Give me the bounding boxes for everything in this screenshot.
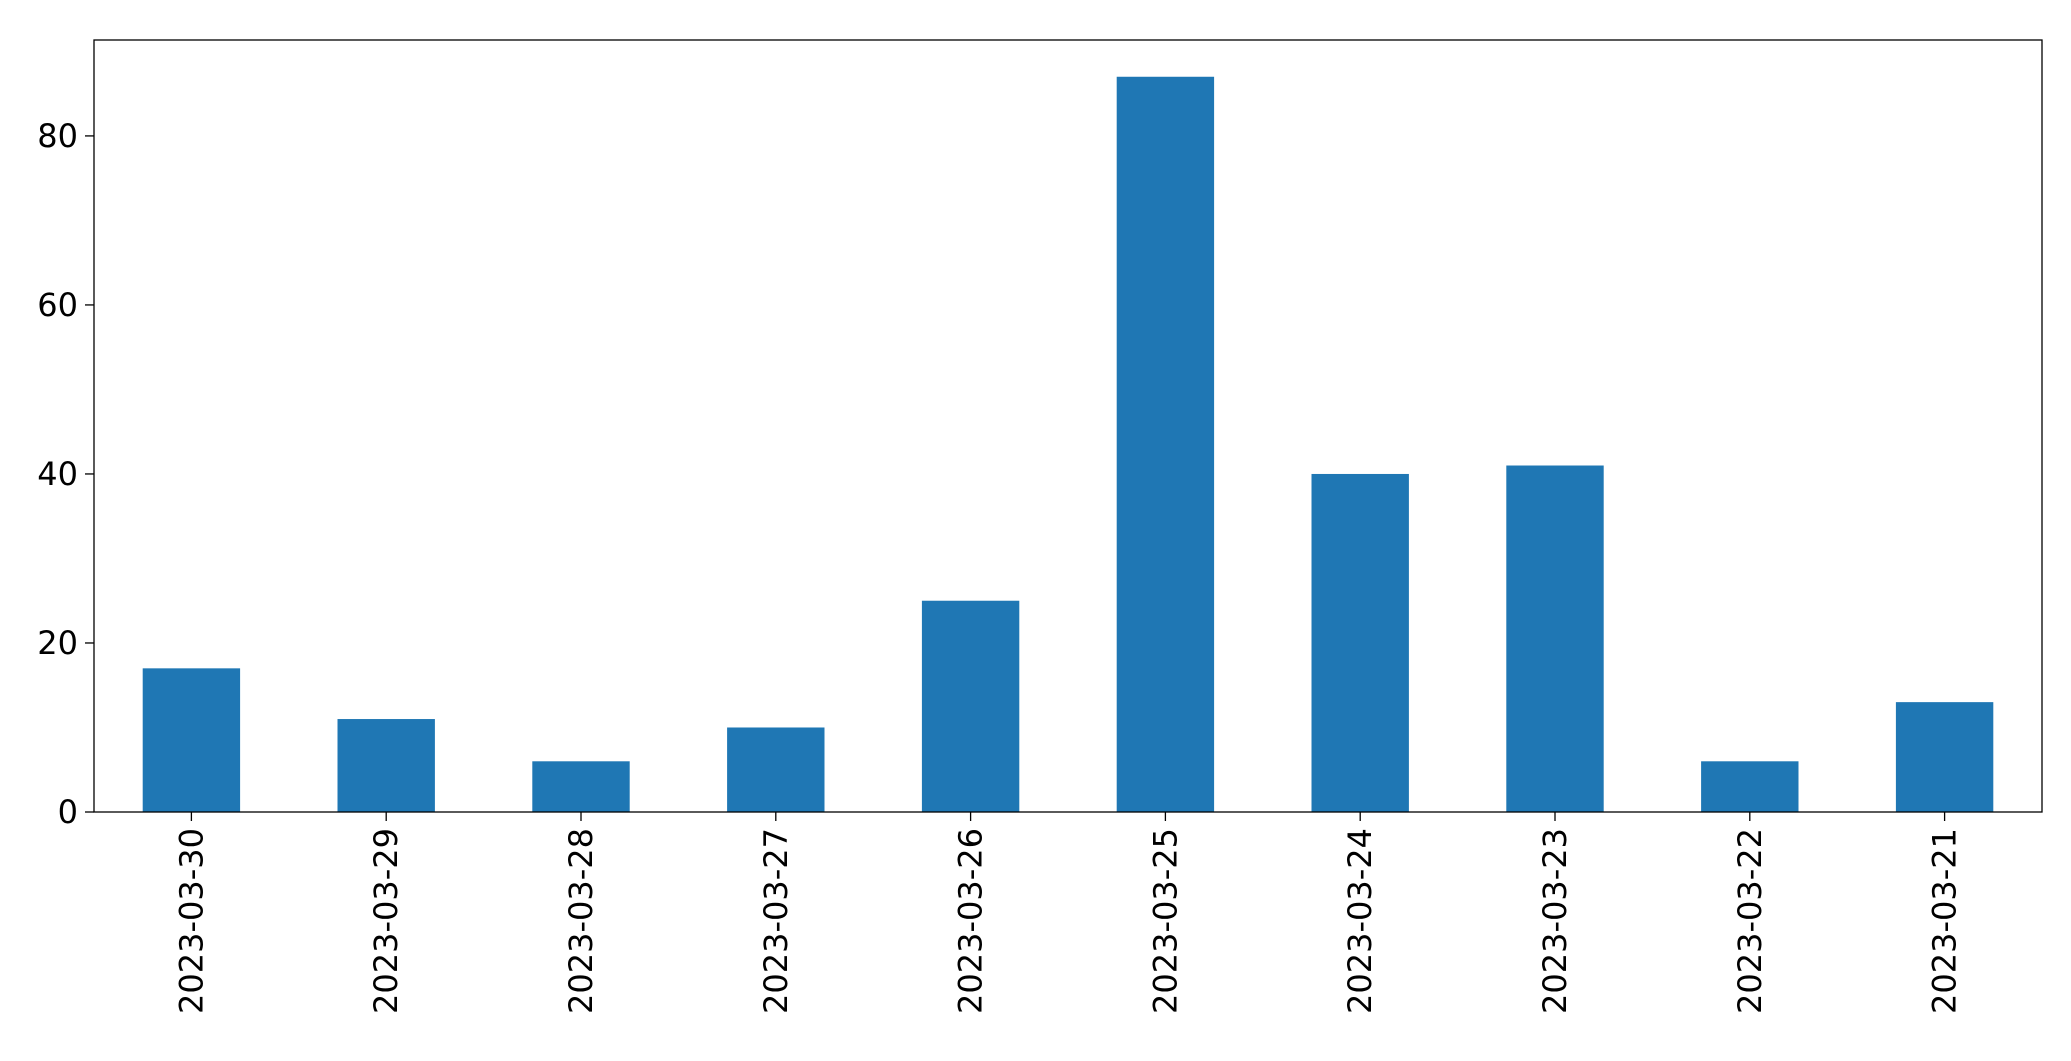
x-tick-label: 2023-03-23	[1536, 828, 1574, 1014]
bar	[532, 761, 630, 812]
y-tick-label: 80	[37, 117, 78, 155]
bar	[727, 727, 825, 812]
x-tick-label: 2023-03-30	[172, 828, 210, 1014]
bar	[1506, 465, 1604, 812]
y-tick-label: 20	[37, 624, 78, 662]
bar	[337, 719, 435, 812]
y-tick-label: 0	[58, 793, 78, 831]
x-tick-label: 2023-03-26	[952, 828, 990, 1014]
x-tick-label: 2023-03-21	[1926, 828, 1964, 1014]
plot-frame	[93, 39, 2043, 813]
bar	[921, 600, 1020, 812]
x-tick-label: 2023-03-22	[1731, 828, 1769, 1014]
bar	[142, 668, 241, 812]
bar	[1895, 702, 1994, 812]
x-tick-label: 2023-03-24	[1341, 828, 1379, 1014]
x-tick-label: 2023-03-29	[367, 828, 405, 1014]
x-tick-label: 2023-03-28	[562, 828, 600, 1014]
x-tick-label: 2023-03-25	[1146, 828, 1184, 1014]
bar	[1311, 473, 1409, 812]
y-tick-label: 60	[37, 286, 78, 324]
bar	[1701, 761, 1799, 812]
x-tick-label: 2023-03-27	[757, 828, 795, 1014]
y-tick-label: 40	[37, 455, 78, 493]
bar	[1116, 76, 1215, 812]
